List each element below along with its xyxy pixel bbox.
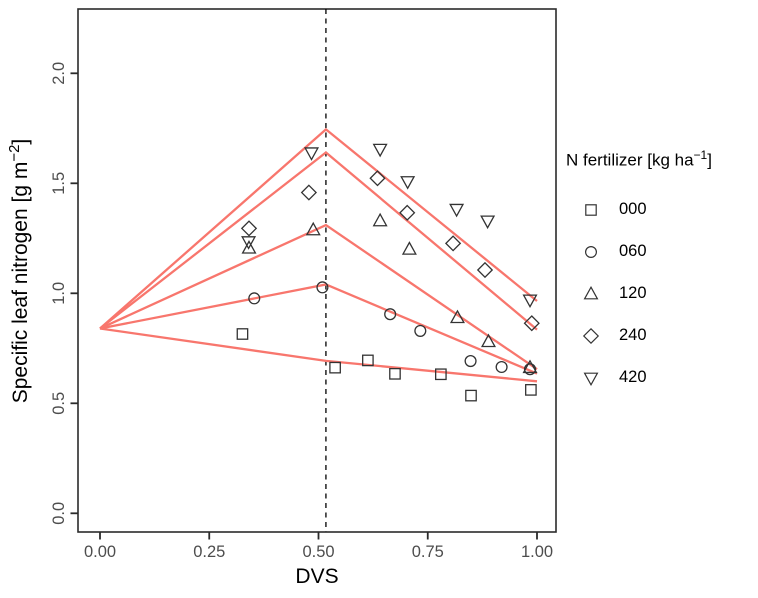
legend-item-060: 060 (566, 231, 756, 273)
legend-items: 000 060 120 240 420 (566, 189, 756, 399)
x-tick-label: 0.25 (193, 543, 225, 561)
marker-triangle-down (372, 143, 388, 158)
y-tick-label: 0.0 (50, 502, 68, 525)
marker-triangle-down (480, 215, 496, 230)
marker-triangle-up (305, 221, 321, 236)
y-tick-label: 1.0 (50, 282, 68, 305)
fit-line-120 (99, 223, 538, 371)
marker-square (236, 328, 249, 340)
marker-triangle-up (449, 309, 465, 324)
marker-diamond (399, 204, 416, 221)
marker-circle (414, 324, 427, 337)
legend-item-label: 000 (619, 200, 647, 219)
axis-ticks: 0.00 0.25 0.50 0.75 1.00 0.0 0.5 1.0 1.5 2.0 (50, 62, 553, 561)
fit-line-420 (99, 127, 538, 330)
points-060 (248, 281, 537, 376)
legend-square-icon (585, 203, 597, 216)
marker-circle (495, 360, 508, 374)
y-tick-label: 0.5 (50, 392, 68, 415)
marker-triangle-down (241, 236, 257, 250)
marker-diamond (240, 220, 258, 237)
x-tick-label: 0.75 (412, 543, 444, 561)
legend-item-label: 420 (619, 368, 647, 387)
legend-triangle-down-icon (583, 372, 599, 386)
marker-triangle-up (372, 212, 388, 227)
legend-circle-icon (584, 245, 598, 258)
marker-circle (248, 292, 261, 305)
y-tick-label: 2.0 (50, 62, 68, 85)
y-axis-title: Specific leaf nitrogen [g m−2] (6, 139, 32, 404)
marker-circle (384, 308, 397, 321)
marker-diamond (369, 170, 386, 187)
legend-item-label: 120 (619, 284, 647, 303)
legend-triangle-up-icon (583, 285, 599, 300)
marker-diamond (523, 315, 540, 332)
marker-square (465, 389, 477, 402)
marker-triangle-down (522, 294, 538, 309)
x-tick-label: 0.50 (302, 543, 334, 561)
marker-triangle-down (400, 176, 416, 190)
legend-item-420: 420 (566, 357, 756, 399)
y-axis-title-sup: −2 (6, 145, 23, 162)
marker-triangle-up (522, 359, 538, 374)
points-000 (236, 328, 537, 402)
marker-triangle-down (304, 147, 320, 161)
legend-title-main: N fertilizer [kg ha (566, 150, 694, 170)
marker-circle (584, 245, 598, 258)
x-tick-label: 0.00 (84, 543, 116, 561)
marker-circle (316, 281, 329, 294)
legend-title: N fertilizer [kg ha−1] (566, 148, 756, 171)
x-tick-label: 1.00 (521, 543, 553, 561)
legend: N fertilizer [kg ha−1] 000 060 120 240 420 (566, 148, 756, 399)
marker-diamond (582, 327, 600, 344)
marker-circle (464, 355, 477, 368)
legend-item-label: 060 (619, 242, 647, 261)
marker-square (362, 354, 374, 367)
legend-item-120: 120 (566, 273, 756, 315)
y-axis-title-main: Specific leaf nitrogen [g m (9, 162, 32, 404)
marker-square (329, 361, 341, 374)
marker-square (525, 384, 537, 396)
marker-triangle-up (583, 285, 599, 300)
panel-border (77, 8, 557, 533)
legend-title-sup: −1 (693, 148, 708, 162)
marker-square (389, 367, 401, 380)
marker-triangle-up (241, 240, 257, 254)
fit-line-000 (99, 327, 538, 383)
marker-triangle-up (480, 333, 496, 348)
legend-title-close: ] (707, 150, 712, 170)
legend-diamond-icon (582, 327, 600, 344)
marker-diamond (444, 235, 462, 252)
points-240 (240, 170, 540, 332)
marker-triangle-down (449, 203, 465, 218)
marker-triangle-down (583, 372, 599, 386)
legend-item-000: 000 (566, 189, 756, 231)
marker-square (585, 203, 597, 216)
marker-diamond (476, 261, 494, 279)
y-axis-title-close: ] (9, 139, 32, 145)
y-tick-label: 1.5 (50, 172, 68, 195)
x-axis-title: DVS (295, 565, 338, 588)
points-420 (241, 143, 538, 309)
chart-marks (99, 9, 540, 532)
legend-item-label: 240 (619, 326, 647, 345)
marker-diamond (300, 184, 318, 201)
fit-line-240 (99, 151, 538, 331)
marker-circle (523, 363, 537, 376)
fit-line-060 (99, 283, 538, 375)
marker-square (435, 368, 447, 381)
marker-triangle-up (401, 241, 417, 255)
legend-item-240: 240 (566, 315, 756, 357)
points-120 (241, 212, 538, 374)
